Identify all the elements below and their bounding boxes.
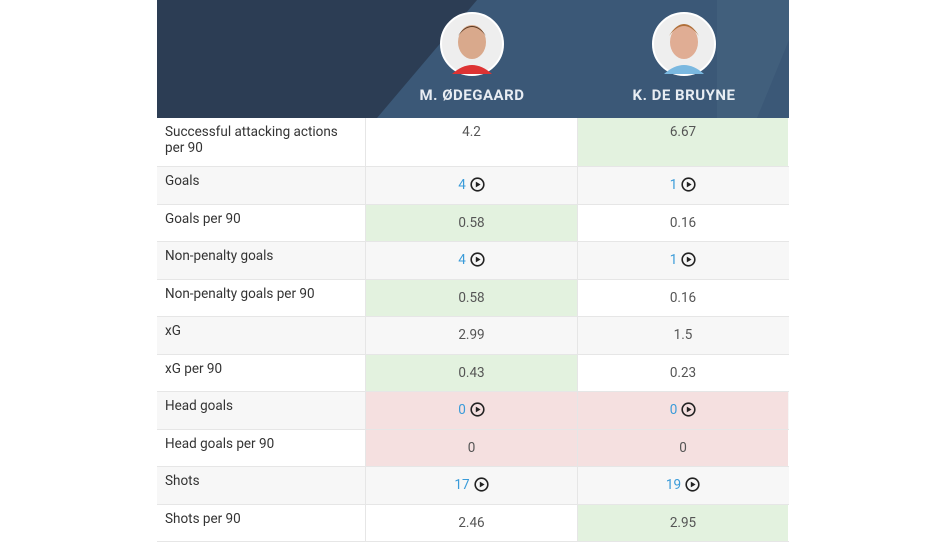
value-cell: 0.58 <box>366 205 577 242</box>
play-video-icon[interactable] <box>470 252 485 267</box>
value-cell: 4.2 <box>366 118 577 166</box>
value-cell: 0.23 <box>577 355 788 392</box>
value-cell[interactable]: 1 <box>577 242 788 279</box>
cell-value[interactable]: 1 <box>670 252 678 268</box>
cell-value: 2.99 <box>458 327 484 343</box>
value-cell: 1.5 <box>577 317 788 354</box>
cell-value: 6.67 <box>670 124 696 140</box>
player-header: K. DE BRUYNE <box>578 0 789 104</box>
row-label: Non-penalty goals <box>157 242 366 279</box>
table-row: Successful attacking actions per 90 4.2 6.… <box>157 118 789 167</box>
table-body: Successful attacking actions per 90 4.2 6.… <box>157 118 789 542</box>
cell-value[interactable]: 0 <box>670 402 678 418</box>
value-cell: 0.58 <box>366 280 577 317</box>
value-cell: 0.43 <box>366 355 577 392</box>
play-video-icon[interactable] <box>681 177 696 192</box>
cell-value: 0.16 <box>670 215 696 231</box>
cell-value: 0.58 <box>458 215 484 231</box>
row-label: Successful attacking actions per 90 <box>157 118 366 166</box>
cell-value: 0.58 <box>458 290 484 306</box>
player-header: M. ØDEGAARD <box>366 0 578 104</box>
table-row: Non-penalty goals per 90 0.58 0.16 <box>157 280 789 318</box>
table-row: Non-penalty goals 4 1 <box>157 242 789 280</box>
row-label: Goals <box>157 167 366 204</box>
play-video-icon[interactable] <box>470 402 485 417</box>
comparison-table: M. ØDEGAARD K. DE BRUYNE Successful atta… <box>157 0 789 542</box>
value-cell: 0 <box>366 430 577 467</box>
cell-value: 1.5 <box>674 327 693 343</box>
cell-value: 0 <box>679 440 687 456</box>
value-cell[interactable]: 0 <box>366 392 577 429</box>
value-cell: 2.95 <box>577 505 788 542</box>
table-header: M. ØDEGAARD K. DE BRUYNE <box>157 0 789 118</box>
row-label: xG <box>157 317 366 354</box>
play-video-icon[interactable] <box>470 177 485 192</box>
value-cell: 0.16 <box>577 280 788 317</box>
value-cell: 2.46 <box>366 505 577 542</box>
table-row: Head goals 0 0 <box>157 392 789 430</box>
play-video-icon[interactable] <box>681 252 696 267</box>
play-video-icon[interactable] <box>681 402 696 417</box>
cell-value: 2.46 <box>458 515 484 531</box>
row-label: Shots <box>157 467 366 504</box>
cell-value[interactable]: 4 <box>458 252 466 268</box>
value-cell[interactable]: 0 <box>577 392 788 429</box>
row-label: Non-penalty goals per 90 <box>157 280 366 317</box>
row-label: Head goals <box>157 392 366 429</box>
row-label: Shots per 90 <box>157 505 366 542</box>
table-row: xG 2.99 1.5 <box>157 317 789 355</box>
value-cell[interactable]: 4 <box>366 167 577 204</box>
value-cell[interactable]: 4 <box>366 242 577 279</box>
cell-value[interactable]: 0 <box>458 402 466 418</box>
cell-value[interactable]: 4 <box>458 177 466 193</box>
table-row: Goals 4 1 <box>157 167 789 205</box>
cell-value: 2.95 <box>670 515 696 531</box>
cell-value: 0.16 <box>670 290 696 306</box>
table-row: Head goals per 90 0 0 <box>157 430 789 468</box>
value-cell[interactable]: 1 <box>577 167 788 204</box>
player-avatar[interactable] <box>652 12 716 76</box>
player-name: K. DE BRUYNE <box>578 86 789 104</box>
cell-value: 0 <box>468 440 476 456</box>
value-cell: 0 <box>577 430 788 467</box>
cell-value: 0.23 <box>670 365 696 381</box>
table-row: Goals per 90 0.58 0.16 <box>157 205 789 243</box>
row-label: Head goals per 90 <box>157 430 366 467</box>
cell-value[interactable]: 19 <box>666 477 681 493</box>
row-label: xG per 90 <box>157 355 366 392</box>
player-avatar[interactable] <box>440 12 504 76</box>
play-video-icon[interactable] <box>685 477 700 492</box>
value-cell[interactable]: 17 <box>366 467 577 504</box>
value-cell: 2.99 <box>366 317 577 354</box>
table-row: xG per 90 0.43 0.23 <box>157 355 789 393</box>
value-cell: 0.16 <box>577 205 788 242</box>
table-row: Shots per 90 2.46 2.95 <box>157 505 789 542</box>
value-cell: 6.67 <box>577 118 788 166</box>
row-label: Goals per 90 <box>157 205 366 242</box>
value-cell[interactable]: 19 <box>577 467 788 504</box>
cell-value: 0.43 <box>458 365 484 381</box>
cell-value: 4.2 <box>462 124 481 140</box>
player-name: M. ØDEGAARD <box>366 86 578 104</box>
table-row: Shots 17 19 <box>157 467 789 505</box>
play-video-icon[interactable] <box>474 477 489 492</box>
cell-value[interactable]: 17 <box>454 477 469 493</box>
cell-value[interactable]: 1 <box>670 177 678 193</box>
